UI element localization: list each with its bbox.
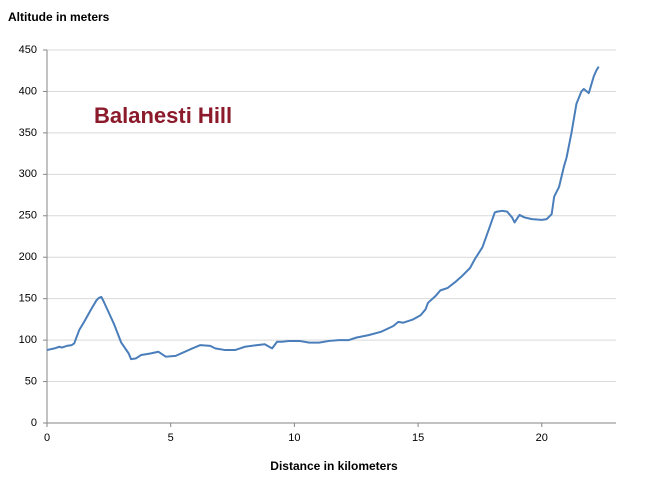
y-tick-label: 0 — [31, 417, 37, 429]
y-tick-label: 300 — [19, 168, 37, 180]
line — [46, 66, 600, 361]
x-axis-label: Distance in kilometers — [270, 459, 398, 473]
x-tick-label: 10 — [288, 432, 300, 444]
chart-title: Altitude in meters — [8, 10, 110, 24]
x-tick-label: 20 — [536, 432, 548, 444]
y-tick-label: 250 — [19, 210, 37, 222]
y-tick-label: 350 — [19, 127, 37, 139]
y-tick-label: 200 — [19, 251, 37, 263]
x-tick-label: 15 — [412, 432, 424, 444]
y-tick-label: 400 — [19, 85, 37, 97]
y-tick-label: 450 — [19, 44, 37, 56]
y-tick-label: 100 — [19, 334, 37, 346]
x-tick-label: 0 — [44, 432, 50, 444]
y-tick-label: 50 — [25, 375, 37, 387]
y-tick-label: 150 — [19, 293, 37, 305]
x-tick-label: 5 — [168, 432, 174, 444]
annotation: Balanesti Hill — [94, 103, 232, 128]
